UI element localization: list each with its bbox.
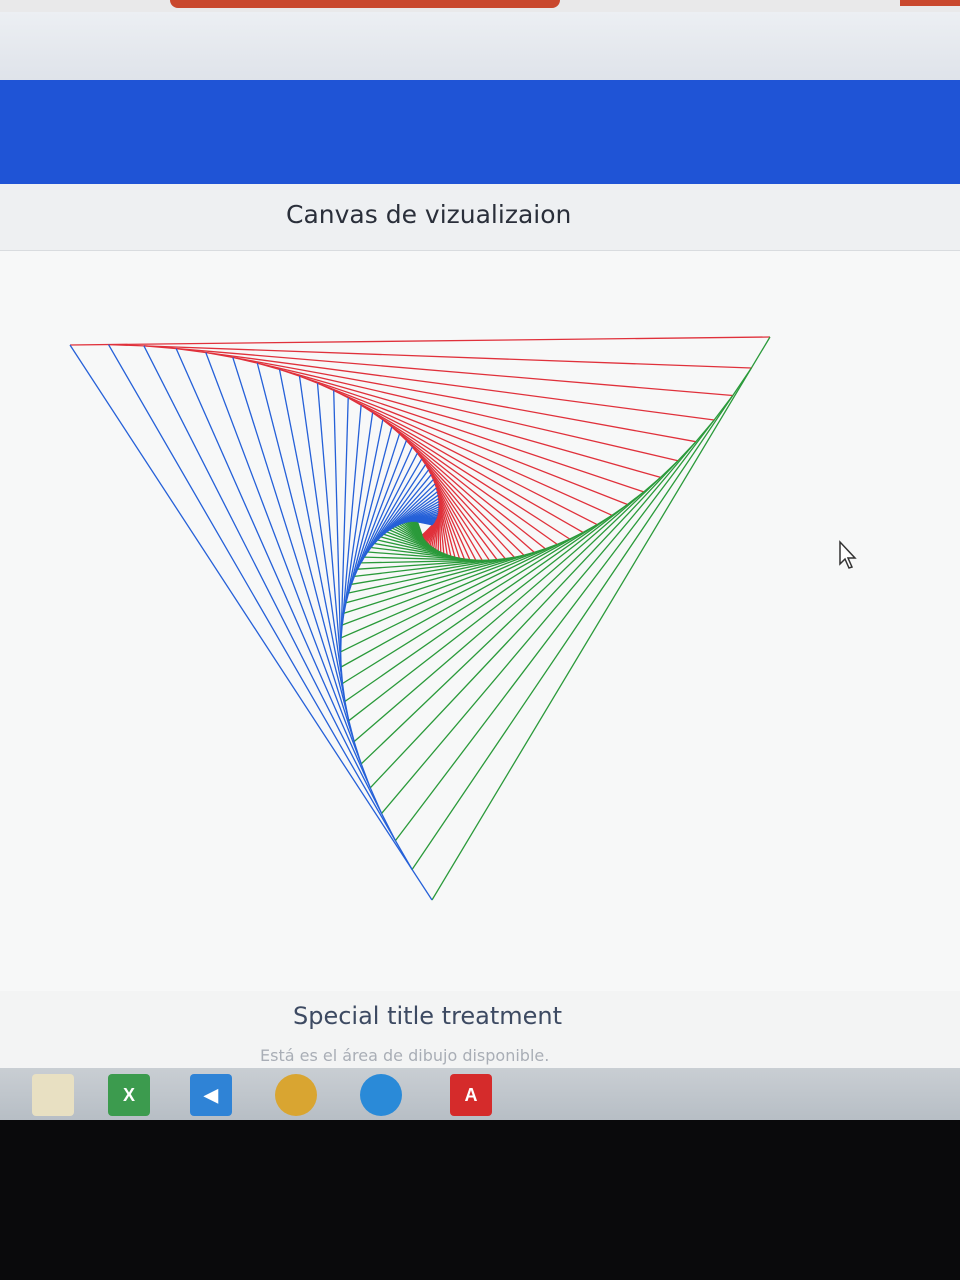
line-segment [343,419,384,614]
line-segment [347,433,401,594]
line-segment [357,452,418,570]
line-segment [232,357,362,765]
line-segment [341,412,374,626]
line-segment [391,426,535,553]
line-segment [421,458,490,561]
line-segment [348,491,645,722]
line-segment [317,382,613,516]
active-tab[interactable] [170,0,560,8]
line-segment [69,336,771,346]
line-segment [345,426,393,603]
line-segment [345,551,535,604]
card-header [0,184,960,251]
file-explorer-icon[interactable] [32,1074,74,1116]
line-segment [107,344,413,870]
line-segment [424,464,483,561]
card-title: Special title treatment [293,1002,563,1030]
line-segment [340,397,349,652]
line-segment [205,352,371,789]
line-segment [357,559,498,570]
line-segment [340,531,584,653]
line-segment [411,367,752,870]
line-segment [143,345,733,397]
line-segment [340,538,570,639]
line-segment [143,345,396,841]
line-segment [354,558,506,578]
line-segment [416,521,423,536]
line-segment [416,452,498,561]
line-segment [333,389,598,526]
line-segment [108,343,752,369]
line-segment [340,524,598,668]
screen: Canvas de vizualizaion Special title tre… [0,0,960,1120]
line-segment [348,554,525,594]
line-segment [360,559,490,564]
line-segment [279,368,644,493]
line-segment [381,419,715,814]
monitor-bezel [0,1120,960,1280]
line-segment [351,556,515,585]
line-segment [360,404,571,540]
line-segment [344,503,628,702]
line-segment [399,433,525,556]
line-segment [342,514,613,685]
line-segment [340,405,362,638]
navbar [0,80,960,184]
line-segment [347,397,584,533]
line-segment [333,390,342,668]
line-segment [363,464,427,558]
line-segment [411,446,506,560]
line-segment [353,476,662,742]
line-segment [405,440,515,558]
line-segment [360,460,679,765]
line-segment [278,369,350,721]
card-header-title: Canvas de vizualizaion [286,200,572,229]
line-segment [316,383,344,684]
excel-icon[interactable]: X [108,1074,150,1116]
line-segment [350,440,408,585]
browser-tab-strip [0,0,960,12]
line-segment [232,356,679,462]
line-segment [372,412,558,545]
line-segment [394,395,734,841]
app-icon[interactable] [360,1074,402,1116]
line-segment [343,548,546,614]
chrome-icon[interactable] [275,1074,317,1116]
line-segment [205,351,697,443]
line-segment [176,347,715,421]
line-segment [175,348,383,814]
line-segment [341,543,558,626]
line-segment [299,375,628,506]
visual-studio-code-icon[interactable]: ◀ [190,1074,232,1116]
acrobat-reader-icon[interactable]: A [450,1074,492,1116]
line-segment [417,521,433,526]
line-segment [353,446,413,577]
line-segment [298,376,346,702]
line-segment [69,344,433,901]
line-segment [431,336,771,901]
line-segment [382,419,546,550]
mouse-cursor-icon [839,540,857,569]
line-segment [256,362,355,742]
line-segment [360,458,423,564]
card-text: Está es el área de dibujo disponible. [260,1046,550,1065]
line-segment [369,441,697,789]
line-segment [421,524,433,536]
close-tab-area[interactable] [900,0,960,6]
line-segment [257,362,661,479]
spiral-triangle-drawing [69,336,771,901]
